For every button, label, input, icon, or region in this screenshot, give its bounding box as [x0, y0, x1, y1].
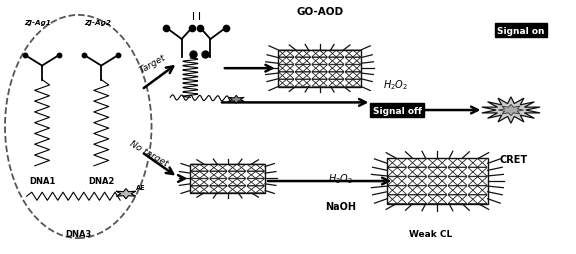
Text: CRET: CRET [499, 155, 528, 165]
Text: $H_2O_2$: $H_2O_2$ [328, 171, 354, 185]
FancyBboxPatch shape [185, 162, 270, 195]
Text: NaOH: NaOH [381, 109, 411, 119]
Bar [190, 164, 265, 193]
FancyBboxPatch shape [381, 156, 494, 207]
Text: DNA2: DNA2 [88, 176, 115, 185]
Text: GO-AOD: GO-AOD [296, 7, 343, 17]
Bar [278, 51, 361, 87]
Text: ZJ-Ag2: ZJ-Ag2 [84, 20, 111, 26]
Text: DNA1: DNA1 [29, 176, 55, 185]
Text: $H_2O_2$: $H_2O_2$ [384, 78, 408, 92]
Polygon shape [482, 98, 540, 124]
Text: Signal on: Signal on [497, 26, 544, 36]
FancyBboxPatch shape [273, 49, 366, 89]
Text: AE: AE [137, 184, 146, 190]
Polygon shape [116, 189, 136, 199]
Text: No target: No target [128, 139, 170, 168]
Bar [387, 158, 488, 204]
Polygon shape [498, 105, 524, 116]
Text: Signal off: Signal off [373, 106, 422, 115]
Text: Target: Target [138, 53, 167, 75]
Text: ZJ-Ag1: ZJ-Ag1 [25, 20, 51, 26]
Text: DNA3: DNA3 [65, 229, 92, 238]
Text: NaOH: NaOH [325, 201, 357, 212]
Polygon shape [228, 96, 244, 104]
Text: Weak CL: Weak CL [409, 229, 452, 238]
